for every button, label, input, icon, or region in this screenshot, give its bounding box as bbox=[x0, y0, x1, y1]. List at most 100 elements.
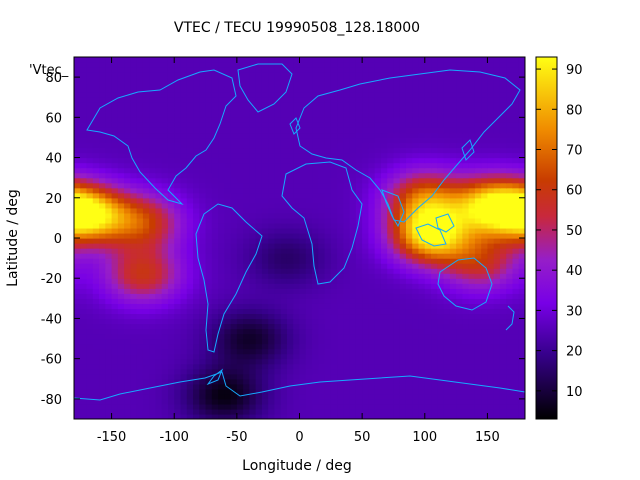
heatmap-cell bbox=[481, 398, 489, 405]
heatmap-cell bbox=[305, 122, 313, 128]
heatmap-cell bbox=[368, 338, 376, 345]
heatmap-cell bbox=[249, 197, 257, 204]
heatmap-cell bbox=[186, 202, 194, 209]
heatmap-cell bbox=[155, 162, 163, 169]
heatmap-cell bbox=[506, 338, 514, 345]
heatmap-cell bbox=[380, 318, 388, 325]
heatmap-cell bbox=[481, 142, 489, 149]
heatmap-cell bbox=[337, 132, 344, 139]
heatmap-cell bbox=[330, 167, 338, 174]
heatmap-cell bbox=[92, 268, 100, 274]
heatmap-cell bbox=[405, 288, 413, 294]
heatmap-cell bbox=[211, 177, 219, 184]
heatmap-cell bbox=[280, 202, 288, 209]
heatmap-cell bbox=[224, 127, 232, 134]
heatmap-cell bbox=[431, 152, 438, 159]
heatmap-cell bbox=[205, 132, 213, 139]
heatmap-cell bbox=[474, 243, 482, 249]
heatmap-cell bbox=[280, 398, 288, 405]
heatmap-cell bbox=[312, 127, 319, 134]
heatmap-cell bbox=[193, 368, 200, 375]
heatmap-cell bbox=[355, 132, 363, 139]
heatmap-cell bbox=[155, 157, 163, 164]
heatmap-cell bbox=[305, 373, 313, 380]
heatmap-cell bbox=[399, 348, 407, 355]
heatmap-cell bbox=[155, 283, 163, 289]
heatmap-cell bbox=[418, 378, 426, 385]
heatmap-cell bbox=[437, 403, 445, 410]
heatmap-cell bbox=[374, 333, 382, 340]
heatmap-cell bbox=[199, 413, 207, 419]
heatmap-cell bbox=[155, 142, 163, 149]
heatmap-cell bbox=[111, 368, 119, 375]
heatmap-cell bbox=[431, 408, 438, 415]
heatmap-cell bbox=[431, 72, 438, 78]
heatmap-cell bbox=[393, 167, 401, 174]
heatmap-cell bbox=[324, 338, 332, 345]
heatmap-cell bbox=[299, 408, 307, 415]
heatmap-cell bbox=[80, 92, 88, 98]
heatmap-cell bbox=[418, 162, 426, 169]
heatmap-cell bbox=[155, 192, 163, 199]
heatmap-cell bbox=[74, 313, 81, 320]
heatmap-cell bbox=[149, 137, 157, 144]
heatmap-cell bbox=[199, 227, 207, 234]
heatmap-cell bbox=[293, 323, 301, 330]
heatmap-cell bbox=[268, 298, 276, 304]
heatmap-cell bbox=[124, 112, 131, 118]
heatmap-cell bbox=[167, 288, 175, 294]
heatmap-cell bbox=[456, 278, 463, 284]
heatmap-cell bbox=[236, 373, 244, 380]
heatmap-cell bbox=[468, 263, 476, 269]
heatmap-cell bbox=[424, 293, 432, 299]
heatmap-cell bbox=[186, 182, 194, 189]
heatmap-cell bbox=[487, 147, 495, 154]
heatmap-cell bbox=[343, 353, 351, 360]
heatmap-cell bbox=[205, 248, 213, 254]
heatmap-cell bbox=[506, 217, 514, 224]
heatmap-cell bbox=[286, 197, 294, 204]
heatmap-cell bbox=[130, 197, 138, 204]
heatmap-cell bbox=[456, 378, 463, 385]
heatmap-cell bbox=[468, 298, 476, 304]
heatmap-cell bbox=[399, 328, 407, 335]
heatmap-cell bbox=[193, 383, 200, 390]
heatmap-cell bbox=[343, 217, 351, 224]
heatmap-cell bbox=[230, 92, 238, 98]
heatmap-cell bbox=[174, 328, 182, 335]
heatmap-cell bbox=[481, 82, 489, 88]
heatmap-cell bbox=[456, 142, 463, 149]
heatmap-cell bbox=[349, 378, 357, 385]
heatmap-cell bbox=[293, 248, 301, 254]
heatmap-cell bbox=[136, 72, 144, 78]
heatmap-cell bbox=[130, 363, 138, 370]
heatmap-cell bbox=[362, 117, 369, 123]
heatmap-cell bbox=[318, 248, 326, 254]
heatmap-cell bbox=[487, 182, 495, 189]
heatmap-cell bbox=[506, 238, 514, 244]
heatmap-cell bbox=[111, 393, 119, 400]
heatmap-cell bbox=[261, 273, 269, 279]
heatmap-cell bbox=[92, 333, 100, 340]
heatmap-cell bbox=[193, 328, 200, 335]
heatmap-cell bbox=[186, 348, 194, 355]
heatmap-cell bbox=[349, 132, 357, 139]
heatmap-cell bbox=[193, 117, 200, 123]
heatmap-cell bbox=[124, 187, 131, 194]
heatmap-cell bbox=[456, 358, 463, 365]
heatmap-cell bbox=[130, 353, 138, 360]
heatmap-cell bbox=[99, 97, 106, 103]
heatmap-cell bbox=[92, 298, 100, 304]
heatmap-cell bbox=[474, 172, 482, 179]
heatmap-cell bbox=[74, 92, 81, 98]
heatmap-cell bbox=[330, 288, 338, 294]
heatmap-cell bbox=[424, 207, 432, 214]
heatmap-cell bbox=[443, 157, 451, 164]
heatmap-cell bbox=[268, 147, 276, 154]
heatmap-cell bbox=[299, 263, 307, 269]
heatmap-cell bbox=[167, 328, 175, 335]
heatmap-cell bbox=[261, 147, 269, 154]
heatmap-cell bbox=[130, 107, 138, 113]
heatmap-cell bbox=[261, 197, 269, 204]
heatmap-cell bbox=[412, 187, 420, 194]
